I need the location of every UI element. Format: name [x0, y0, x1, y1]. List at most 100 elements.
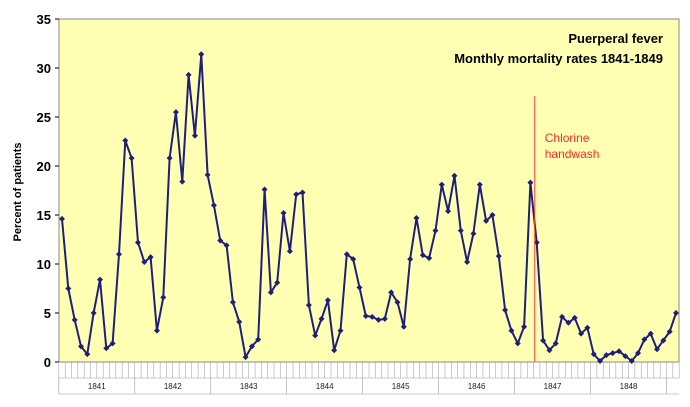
data-point — [299, 189, 306, 196]
data-point — [90, 310, 97, 316]
data-point — [407, 256, 414, 263]
data-point — [590, 351, 597, 358]
handwash-annotation: Chlorine — [545, 131, 590, 145]
data-point — [350, 256, 357, 263]
data-point — [255, 336, 262, 343]
data-point — [236, 318, 243, 325]
data-point — [521, 323, 528, 330]
data-point — [514, 340, 521, 347]
data-point — [666, 328, 673, 335]
data-point — [559, 313, 566, 320]
data-point — [153, 327, 160, 334]
data-point — [628, 358, 635, 365]
data-point — [337, 327, 344, 334]
data-point — [571, 314, 578, 321]
data-point — [293, 191, 300, 198]
data-point — [647, 330, 654, 337]
data-point — [65, 285, 72, 292]
year-label: 1841 — [88, 382, 106, 391]
data-point — [673, 310, 679, 316]
handwash-annotation: handwash — [545, 147, 600, 161]
data-point — [77, 343, 84, 350]
data-point — [134, 239, 141, 246]
data-point — [483, 217, 490, 224]
data-point — [413, 214, 420, 221]
data-point — [229, 299, 236, 306]
data-point — [305, 302, 312, 309]
y-tick-label: 0 — [44, 355, 51, 370]
data-point — [223, 242, 230, 249]
data-point — [388, 289, 395, 296]
data-point — [381, 315, 388, 322]
data-point — [527, 179, 534, 186]
plot-area — [58, 18, 680, 363]
data-point — [495, 253, 502, 260]
data-point — [578, 330, 585, 337]
data-point — [210, 202, 217, 209]
data-point — [261, 186, 268, 193]
data-point — [274, 279, 281, 286]
data-point — [280, 210, 287, 217]
data-point — [204, 171, 211, 178]
data-point — [242, 354, 249, 361]
data-point — [597, 358, 604, 365]
data-point — [217, 237, 224, 244]
data-point — [540, 337, 547, 344]
data-point — [426, 255, 433, 262]
y-tick-label: 20 — [37, 159, 51, 174]
data-point — [166, 155, 173, 162]
data-point — [172, 109, 179, 116]
data-point — [470, 230, 477, 237]
data-point — [312, 332, 319, 339]
data-point — [375, 316, 382, 323]
data-point — [286, 248, 293, 255]
data-point — [489, 212, 496, 218]
data-point — [476, 181, 483, 188]
data-point — [141, 259, 148, 266]
data-point — [109, 340, 116, 347]
data-point — [267, 289, 274, 296]
y-tick-label: 10 — [37, 257, 51, 272]
data-point — [457, 227, 464, 234]
y-axis-label: Percent of patients — [12, 142, 24, 241]
data-point — [419, 252, 426, 259]
data-point — [546, 347, 553, 354]
data-point — [369, 313, 376, 320]
data-point — [84, 351, 91, 358]
data-point — [609, 350, 616, 357]
data-point — [179, 178, 186, 185]
year-label: 1848 — [620, 382, 638, 391]
data-point — [641, 336, 648, 343]
year-label: 1846 — [468, 382, 486, 391]
data-point — [362, 312, 369, 319]
data-point — [356, 284, 363, 291]
data-point — [71, 316, 78, 323]
data-point — [115, 251, 122, 258]
data-point — [324, 297, 331, 304]
data-point — [438, 181, 445, 188]
data-point — [565, 319, 572, 326]
year-label: 1844 — [316, 382, 334, 391]
data-point — [96, 276, 103, 283]
chart-subtitle: Monthly mortality rates 1841-1849 — [454, 51, 663, 66]
data-point — [59, 215, 65, 222]
data-point — [451, 172, 458, 179]
data-point — [635, 350, 642, 357]
data-point — [660, 337, 667, 344]
data-point — [394, 299, 401, 306]
data-point — [508, 327, 515, 334]
data-point — [128, 155, 135, 162]
data-point — [502, 307, 509, 314]
data-point — [198, 51, 205, 58]
annotation-layer: Chlorine handwash — [534, 96, 600, 362]
year-label: 1842 — [164, 382, 182, 391]
data-point — [147, 254, 154, 261]
data-point — [616, 348, 623, 355]
data-point — [464, 259, 471, 266]
data-point — [400, 323, 407, 330]
data-point — [654, 346, 661, 353]
year-label: 1845 — [392, 382, 410, 391]
series-layer — [59, 51, 679, 365]
year-label: 1847 — [544, 382, 562, 391]
